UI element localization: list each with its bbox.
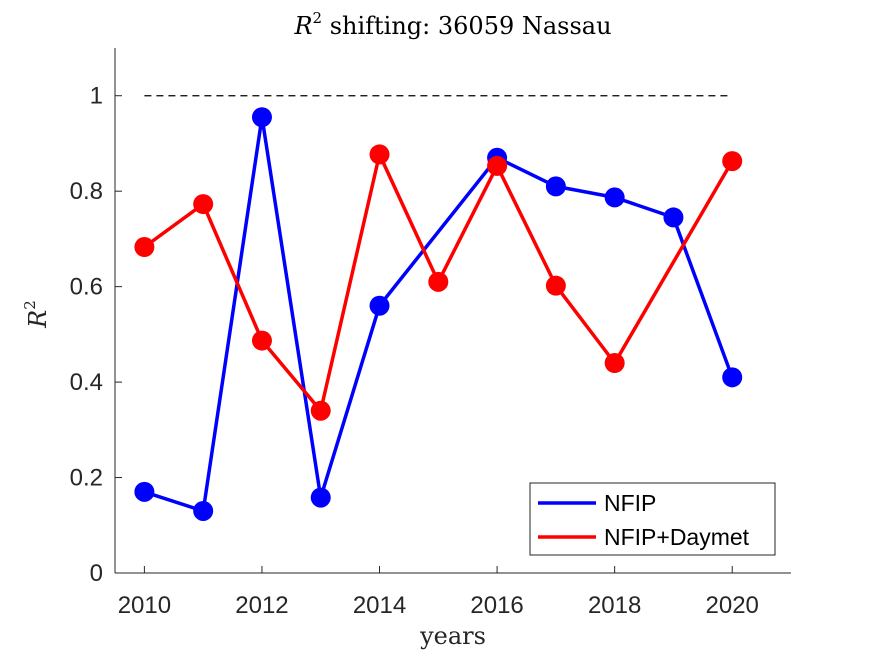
- legend-label-nfip-daymet: NFIP+Daymet: [604, 524, 750, 550]
- y-tick-label: 0.2: [70, 465, 103, 492]
- legend-box: [529, 482, 776, 556]
- y-tick-label: 0: [90, 560, 103, 587]
- data-point-nfip: [545, 176, 566, 197]
- data-point-nfip-daymet: [193, 194, 214, 215]
- x-axis-title: years: [419, 622, 486, 650]
- data-point-nfip: [251, 107, 272, 128]
- y-tick-label: 0.6: [70, 274, 103, 301]
- x-tick-label: 2018: [588, 592, 641, 619]
- data-point-nfip: [193, 500, 214, 521]
- x-tick-label: 2014: [353, 592, 406, 619]
- data-point-nfip: [722, 367, 743, 388]
- data-point-nfip-daymet: [369, 144, 390, 165]
- data-point-nfip-daymet: [604, 353, 625, 373]
- data-point-nfip-daymet: [722, 151, 743, 172]
- chart-title: R2 shifting: 36059 Nassau: [293, 9, 611, 40]
- y-axis-title-r: R: [24, 310, 52, 329]
- y-axis-title-superscript: 2: [21, 300, 39, 310]
- legend-label-nfip: NFIP: [604, 490, 656, 516]
- x-tick-label: 2012: [235, 592, 288, 619]
- data-point-nfip-daymet: [428, 271, 449, 292]
- y-axis-title: R2: [21, 300, 52, 329]
- data-point-nfip-daymet: [545, 275, 566, 296]
- plot-area: 0 0.2 0.4 0.6 0.8 1 2010 2012 2014 2016 2018 2020: [70, 48, 791, 619]
- y-tick-label: 0.8: [70, 178, 103, 205]
- data-point-nfip: [134, 481, 155, 502]
- data-point-nfip: [310, 487, 331, 508]
- series-line-nfip: [143, 115, 734, 513]
- data-point-nfip: [663, 207, 684, 228]
- data-point-nfip-daymet: [134, 237, 155, 258]
- legend: NFIP NFIP+Daymet: [529, 482, 776, 556]
- x-tick-label: 2020: [706, 592, 759, 619]
- x-tick-label: 2016: [470, 592, 523, 619]
- y-tick-label: 1: [90, 83, 103, 110]
- chart-title-r: R: [293, 12, 312, 40]
- series-line-nfip-daymet: [143, 152, 734, 413]
- chart-title-text: shifting: 36059 Nassau: [322, 12, 612, 40]
- data-point-nfip-daymet: [310, 400, 331, 421]
- data-point-nfip: [604, 187, 625, 208]
- y-tick-label: 0.4: [70, 369, 103, 396]
- data-point-nfip-daymet: [487, 155, 508, 176]
- data-point-nfip-daymet: [251, 330, 272, 351]
- chart-title-superscript: 2: [313, 9, 323, 27]
- data-point-nfip: [369, 295, 390, 316]
- x-tick-label: 2010: [118, 592, 171, 619]
